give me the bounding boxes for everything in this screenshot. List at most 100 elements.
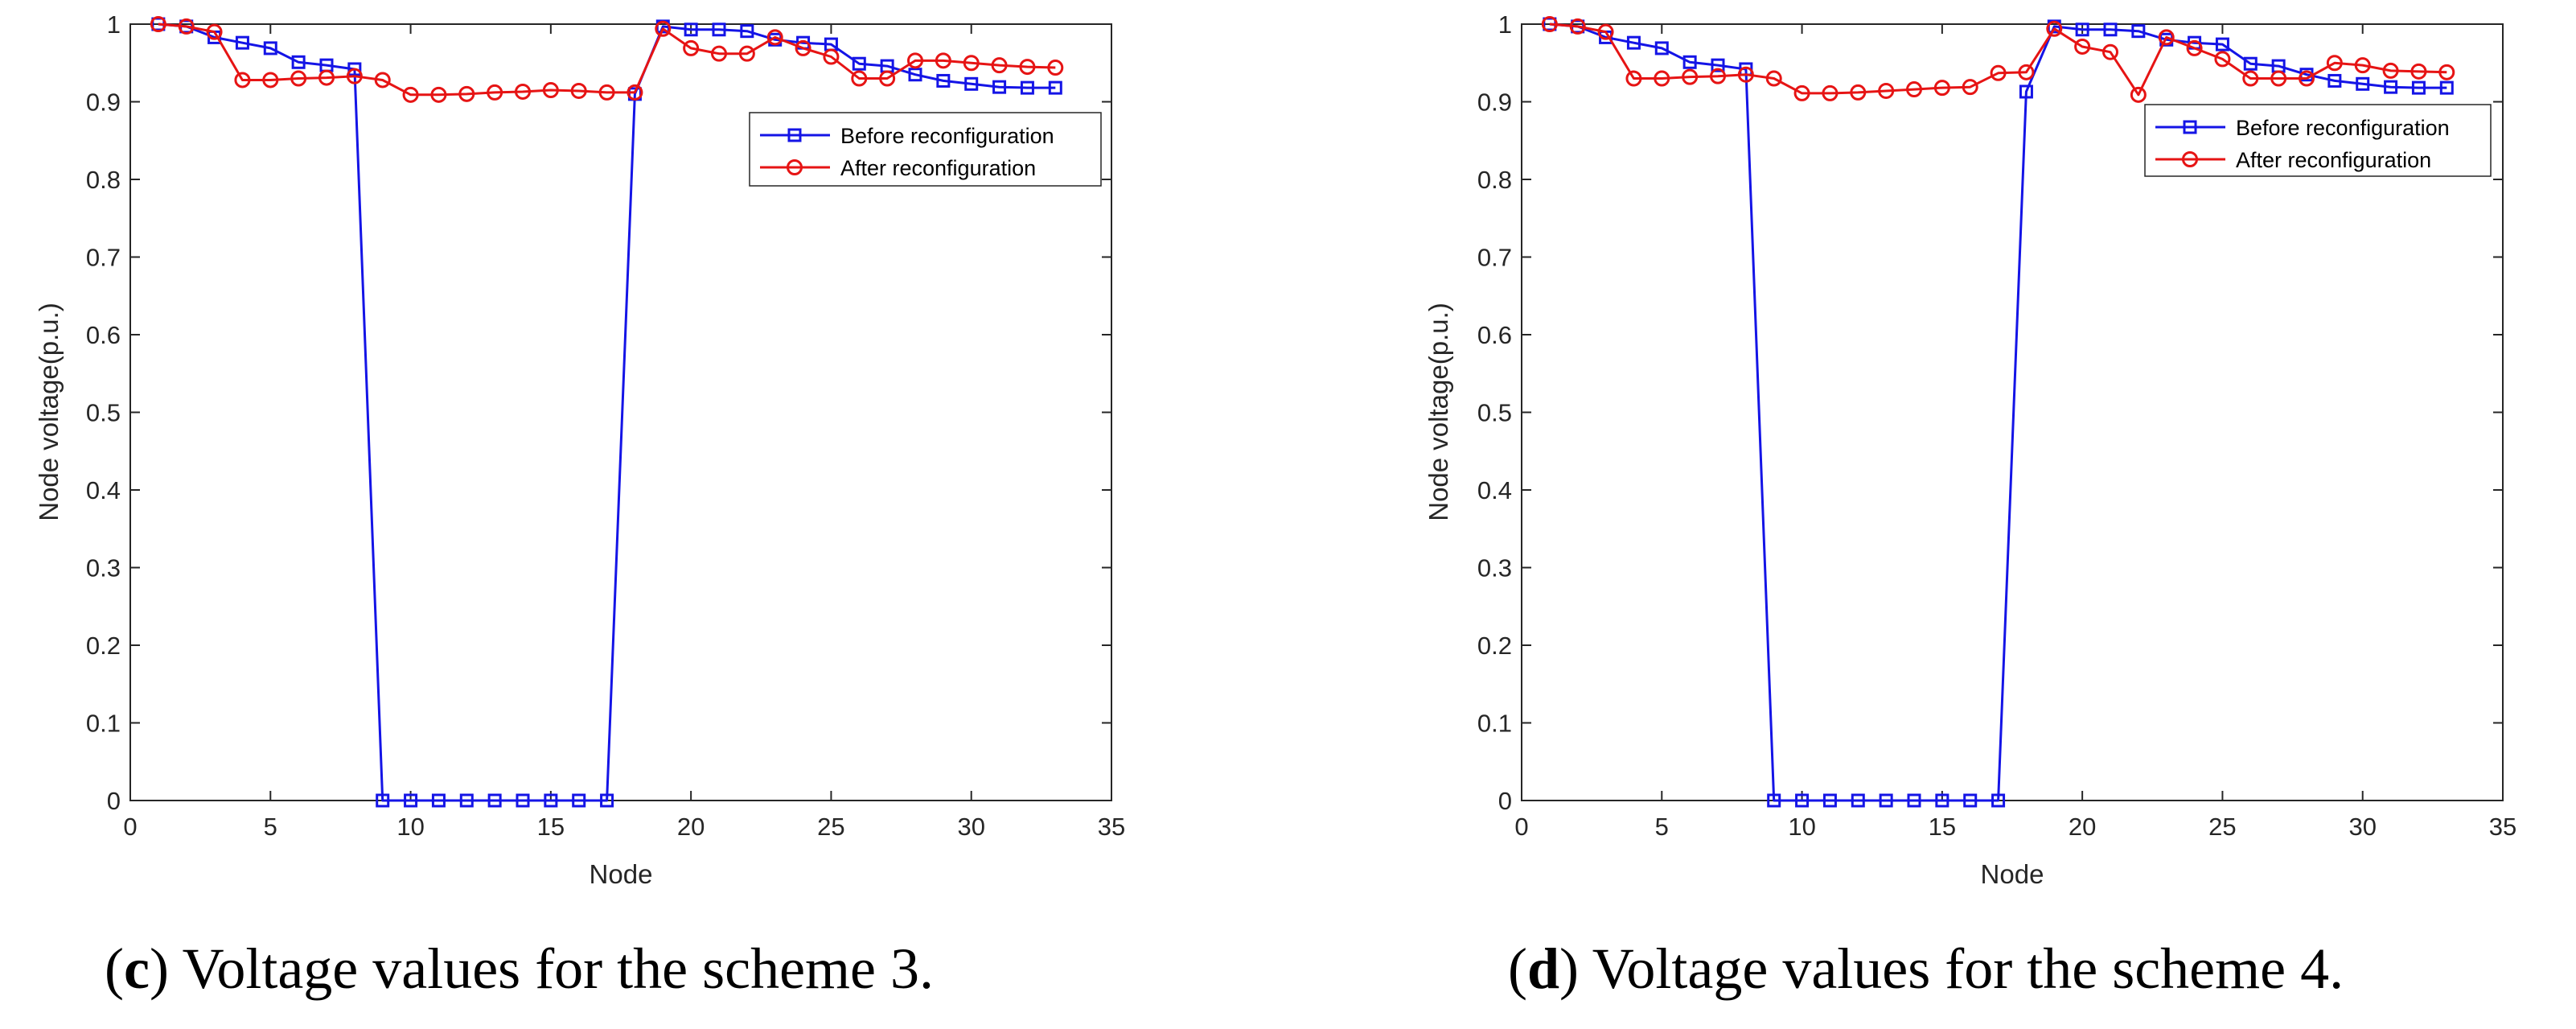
- y-tick-label: 0.6: [1477, 321, 1512, 349]
- data-point-after: [570, 82, 587, 99]
- data-point-after: [2299, 70, 2315, 87]
- data-point-after: [234, 72, 251, 88]
- x-tick-label: 30: [957, 813, 984, 841]
- data-point-before: [376, 793, 390, 808]
- x-tick-label: 0: [123, 813, 137, 841]
- data-point-after: [1047, 60, 1064, 76]
- caption-letter: c: [124, 936, 150, 1001]
- data-point-before: [1020, 80, 1034, 95]
- data-point-after: [1850, 84, 1867, 101]
- x-tick-label: 15: [537, 813, 565, 841]
- y-tick-label: 0.2: [1477, 632, 1512, 660]
- data-point-after: [2018, 64, 2035, 80]
- series-line-after: [158, 23, 1056, 97]
- data-point-before: [263, 41, 277, 56]
- data-point-after: [766, 29, 783, 46]
- data-point-after: [2354, 57, 2371, 74]
- data-point-after: [487, 84, 503, 101]
- chart-scheme-4: 0 5 10 15 20 25 30 35 0 0.1 0.2 0.3 0.4 0.5 0.6 0.7 0.8…: [1424, 10, 2516, 1001]
- data-point-after: [823, 48, 840, 65]
- data-point-before: [2019, 84, 2033, 99]
- data-point-before: [1767, 793, 1781, 808]
- y-tick-label: 0.9: [86, 88, 121, 117]
- x-tick-label: 20: [677, 813, 705, 841]
- data-point-after: [542, 82, 559, 99]
- data-point-before: [964, 76, 979, 91]
- data-point-before: [2103, 23, 2118, 37]
- data-point-after: [1569, 18, 1586, 35]
- data-point-before: [516, 793, 530, 808]
- data-point-before: [992, 80, 1007, 94]
- y-tick-label: 0.2: [86, 632, 121, 660]
- data-point-after: [598, 84, 615, 101]
- y-tick-label: 0.4: [86, 476, 121, 504]
- data-point-after: [1962, 79, 1978, 96]
- data-point-after: [2158, 29, 2175, 46]
- data-point-before: [908, 68, 922, 82]
- data-point-before: [1795, 793, 1810, 808]
- y-tick-label: 1: [1498, 10, 1512, 39]
- legend-swatch-after-marker: [787, 159, 803, 175]
- data-point-after: [318, 69, 335, 86]
- data-point-after: [1822, 84, 1839, 101]
- caption-open: (: [1508, 936, 1527, 1001]
- caption-open: (: [105, 936, 124, 1001]
- legend-swatch-before-marker: [787, 128, 802, 142]
- y-tick-label: 0.3: [1477, 554, 1512, 582]
- data-point-after: [795, 39, 811, 56]
- y-tick-label: 0.5: [86, 399, 121, 427]
- x-tick-label: 25: [817, 813, 844, 841]
- data-point-after: [2270, 70, 2287, 87]
- data-point-before: [2384, 80, 2398, 94]
- legend: Before reconfiguration After reconfigura…: [749, 112, 1102, 187]
- data-point-after: [2186, 39, 2203, 56]
- data-point-before: [235, 35, 249, 50]
- caption-text: ) Voltage values for the scheme 3.: [150, 936, 934, 1001]
- data-point-after: [1793, 84, 1810, 101]
- data-point-before: [347, 62, 362, 76]
- y-tick-label: 0.9: [1477, 88, 1512, 117]
- data-point-after: [738, 45, 755, 62]
- x-tick-label: 0: [1514, 813, 1528, 841]
- y-tick-label: 0: [1498, 787, 1512, 815]
- data-point-before: [1907, 793, 1921, 808]
- data-point-after: [1654, 70, 1670, 87]
- data-point-after: [1990, 64, 2007, 81]
- data-point-after: [683, 39, 700, 56]
- data-point-after: [935, 52, 951, 69]
- data-point-after: [290, 70, 307, 87]
- data-point-after: [515, 83, 531, 100]
- data-point-after: [1765, 70, 1782, 87]
- data-point-before: [1963, 793, 1978, 808]
- caption-text: ) Voltage values for the scheme 4.: [1559, 936, 2344, 1001]
- y-tick-label: 0.6: [86, 321, 121, 349]
- y-tick-label: 0.8: [86, 166, 121, 194]
- y-tick-label: 0.4: [1477, 476, 1512, 504]
- y-tick-label: 0.5: [1477, 399, 1512, 427]
- y-tick-label: 1: [107, 10, 121, 39]
- data-point-before: [740, 24, 754, 39]
- data-point-after: [1682, 68, 1699, 85]
- data-point-after: [991, 57, 1008, 74]
- data-point-before: [1048, 80, 1062, 95]
- data-point-after: [2410, 63, 2427, 80]
- data-point-before: [1654, 41, 1669, 56]
- data-point-after: [178, 18, 195, 35]
- y-tick-label: 0.8: [1477, 166, 1512, 194]
- y-axis-label: Node voltage(p.u.): [34, 303, 64, 521]
- x-tick-label: 15: [1929, 813, 1956, 841]
- data-point-after: [907, 52, 923, 69]
- data-point-before: [1822, 793, 1837, 808]
- data-point-after: [1878, 82, 1895, 99]
- data-point-before: [2243, 56, 2258, 71]
- y-axis-ticks: 0 0.1 0.2 0.3 0.4 0.5 0.6 0.7 0.8 0.9 1: [86, 10, 1111, 815]
- data-point-before: [544, 793, 558, 808]
- data-point-before: [1991, 793, 2006, 808]
- x-tick-label: 5: [1655, 813, 1669, 841]
- data-point-before: [2411, 80, 2426, 95]
- data-point-after: [402, 86, 419, 103]
- legend-label-before: Before reconfiguration: [840, 124, 1054, 148]
- series-line-before: [1549, 23, 2447, 802]
- x-tick-label: 20: [2069, 813, 2096, 841]
- data-point-after: [346, 68, 363, 84]
